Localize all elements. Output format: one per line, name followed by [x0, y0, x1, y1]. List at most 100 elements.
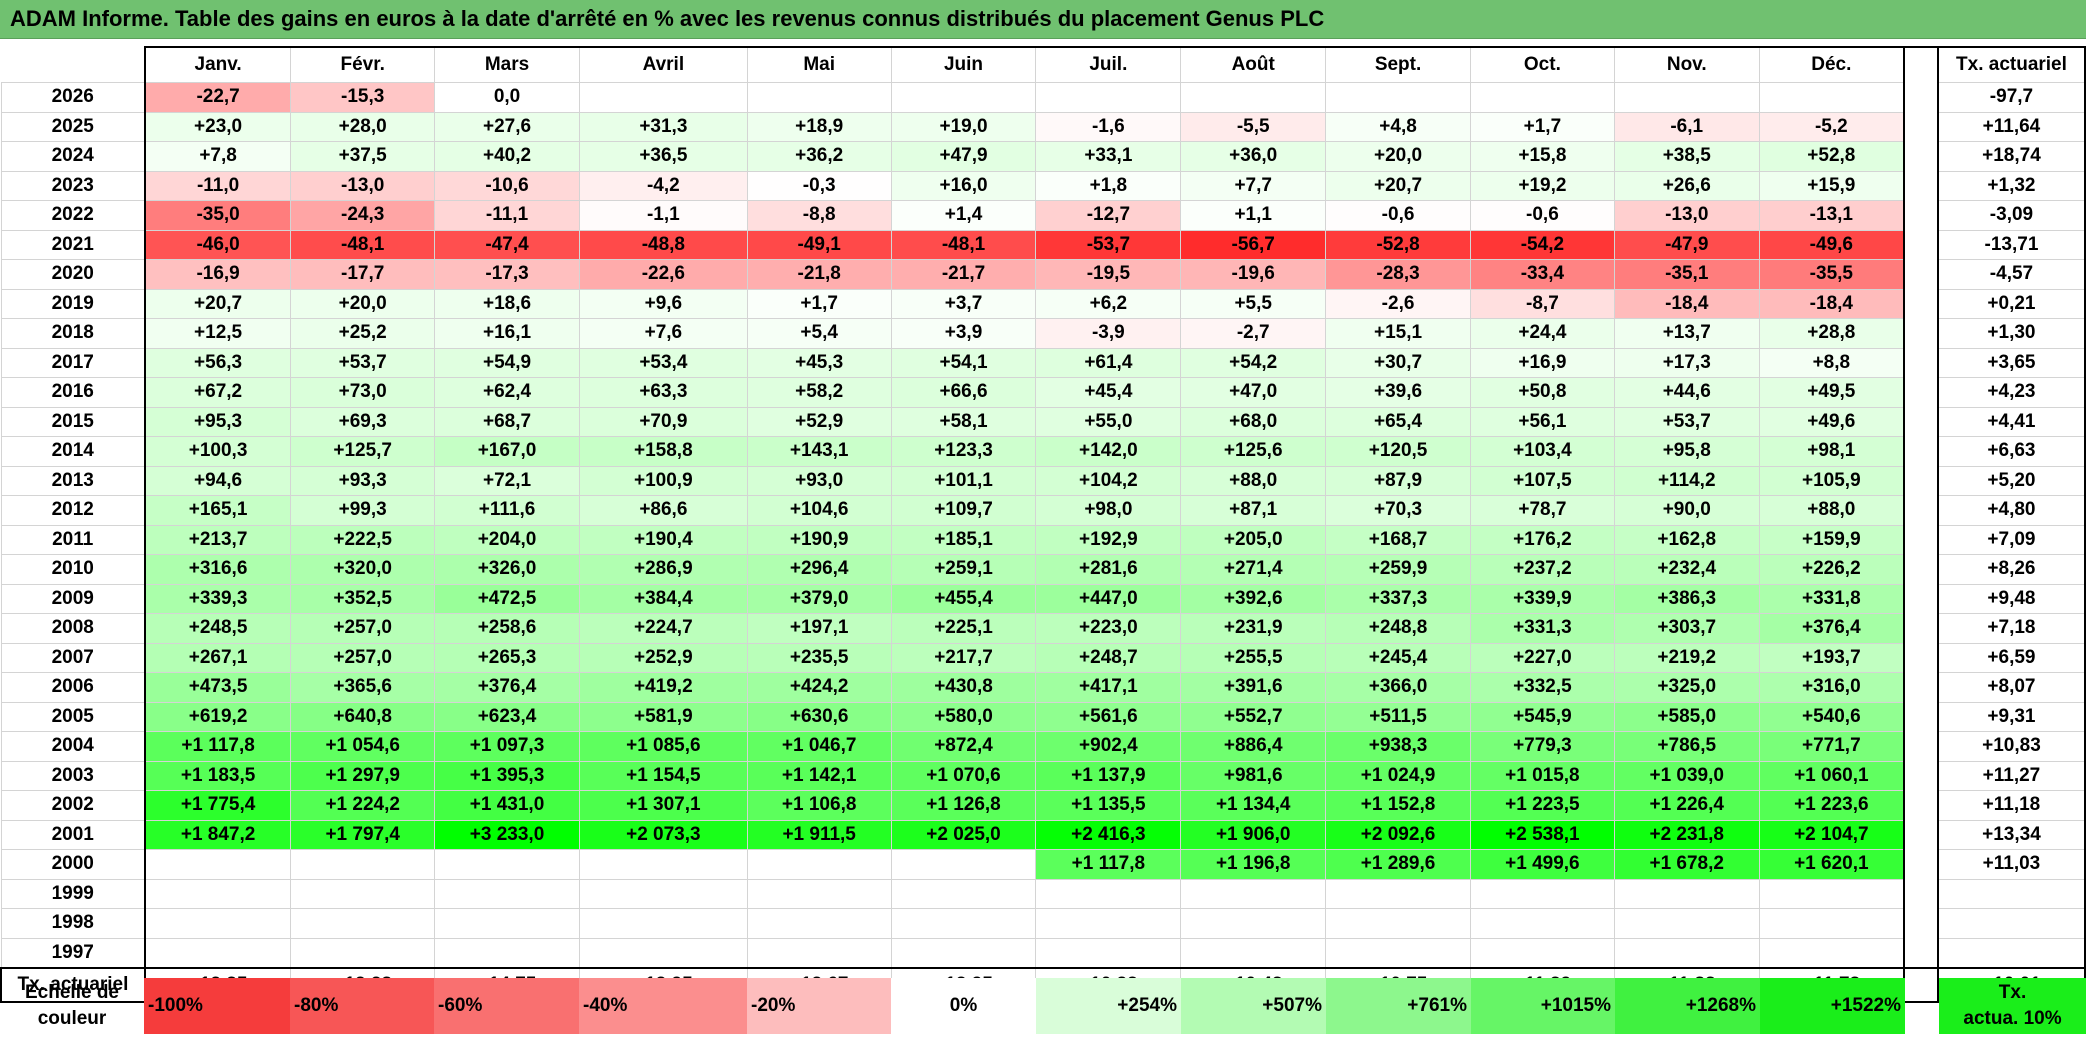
gain-cell: +1 847,2: [143, 819, 292, 850]
gain-cell: +1 223,5: [1469, 790, 1615, 821]
gain-cell: +2 092,6: [1325, 819, 1471, 850]
column-gap: [1904, 112, 1938, 142]
gain-cell: +4,8: [1325, 111, 1471, 142]
gain-cell: -5,2: [1758, 111, 1905, 142]
gain-cell: +62,4: [434, 377, 580, 408]
column-gap: [1904, 466, 1938, 496]
gain-cell: +455,4: [890, 583, 1037, 614]
gain-cell: +258,6: [434, 613, 580, 644]
table-row: 1999: [0, 878, 2086, 909]
gain-cell: [890, 937, 1037, 969]
rate-cell: +3,65: [1936, 347, 2086, 378]
gain-cell: +339,3: [143, 583, 292, 614]
gain-cell: +1 134,4: [1180, 790, 1327, 821]
scale-swatch: +507%: [1181, 978, 1326, 1034]
gain-cell: +87,9: [1325, 465, 1471, 496]
gain-cell: +771,7: [1758, 731, 1905, 762]
gain-cell: [1613, 937, 1760, 969]
table-row: 2010 +316,6 +320,0 +326,0 +286,9 +296,4 +259,1…: [0, 554, 2086, 585]
column-gap: [1904, 200, 1938, 230]
gain-cell: [290, 849, 436, 880]
gain-cell: [578, 908, 748, 939]
gain-cell: +3,9: [890, 318, 1037, 349]
table-row: 2011 +213,7 +222,5 +204,0 +190,4 +190,9 +185,1…: [0, 524, 2086, 555]
gain-cell: +120,5: [1325, 436, 1471, 467]
table-row: 2020 -16,9 -17,7 -17,3 -22,6 -21,8 -21,7 -19,5-…: [0, 259, 2086, 290]
gain-cell: [746, 878, 892, 909]
gain-cell: -1,1: [578, 200, 748, 231]
rate-cell: +6,59: [1936, 642, 2086, 673]
gain-cell: [1035, 937, 1182, 969]
gain-cell: +24,4: [1469, 318, 1615, 349]
gain-cell: -15,3: [290, 82, 436, 113]
column-gap: [1904, 908, 1938, 938]
table-row: 2001 +1 847,2 +1 797,4 +3 233,0 +2 073,3 +1 9…: [0, 819, 2086, 850]
gain-cell: +1 226,4: [1613, 790, 1760, 821]
color-scale-label-line2: couleur: [37, 1008, 107, 1029]
rate-cell: -3,09: [1936, 200, 2086, 231]
column-gap: [1904, 46, 1938, 83]
gain-cell: +6,2: [1035, 288, 1182, 319]
gain-cell: +88,0: [1758, 495, 1905, 526]
column-gap: [1904, 584, 1938, 614]
gain-cell: +640,8: [290, 701, 436, 732]
gain-cell: +66,6: [890, 377, 1037, 408]
gain-cell: +1 183,5: [143, 760, 292, 791]
gain-cell: +259,9: [1325, 554, 1471, 585]
gain-cell: +337,3: [1325, 583, 1471, 614]
gain-cell: +225,1: [890, 613, 1037, 644]
rate-cell: +4,41: [1936, 406, 2086, 437]
gain-cell: +36,2: [746, 141, 892, 172]
year-cell: 2001: [0, 819, 146, 850]
gain-cell: [1180, 908, 1327, 939]
gain-cell: +100,3: [143, 436, 292, 467]
gain-cell: -16,9: [143, 259, 292, 290]
gain-cell: -49,1: [746, 229, 892, 260]
gain-cell: [1035, 908, 1182, 939]
column-gap: [1904, 967, 1938, 1003]
year-cell: 2021: [0, 229, 146, 260]
column-gap: [1904, 731, 1938, 761]
gain-cell: +1 106,8: [746, 790, 892, 821]
gain-cell: +1 024,9: [1325, 760, 1471, 791]
gain-cell: +68,7: [434, 406, 580, 437]
gain-cell: +245,4: [1325, 642, 1471, 673]
color-scale-row: Echelle de couleur -100% -80% -60% -40% …: [0, 978, 2086, 1034]
rate-cell: +5,20: [1936, 465, 2086, 496]
month-header: Févr.: [290, 46, 436, 83]
year-cell: 2022: [0, 200, 146, 231]
gain-cell: +50,8: [1469, 377, 1615, 408]
gain-cell: +430,8: [890, 672, 1037, 703]
gain-cell: [143, 878, 292, 909]
table-row: 2023 -11,0 -13,0 -10,6 -4,2 -0,3 +16,0 +1,8 +7,7…: [0, 170, 2086, 201]
gain-cell: +257,0: [290, 642, 436, 673]
gain-cell: [1035, 82, 1182, 113]
gain-cell: +366,0: [1325, 672, 1471, 703]
gain-cell: +53,7: [290, 347, 436, 378]
gain-cell: +379,0: [746, 583, 892, 614]
gain-cell: [434, 908, 580, 939]
month-header: Mai: [746, 46, 892, 83]
gain-cell: [434, 878, 580, 909]
gain-cell: [890, 849, 1037, 880]
rate-cell: +11,18: [1936, 790, 2086, 821]
gain-cell: +1 678,2: [1613, 849, 1760, 880]
gain-cell: +786,5: [1613, 731, 1760, 762]
gain-cell: +25,2: [290, 318, 436, 349]
gain-cell: +2 025,0: [890, 819, 1037, 850]
gain-cell: [1758, 878, 1905, 909]
table-row: 2002 +1 775,4 +1 224,2 +1 431,0 +1 307,1 +1 1…: [0, 790, 2086, 821]
column-gap: [1904, 761, 1938, 791]
gain-cell: +1 142,1: [746, 760, 892, 791]
column-gap: [1904, 171, 1938, 201]
gain-cell: +1 797,4: [290, 819, 436, 850]
scale-gap: [1905, 978, 1939, 1034]
scale-swatch: +1522%: [1760, 978, 1905, 1034]
gain-cell: +540,6: [1758, 701, 1905, 732]
gain-cell: [1180, 82, 1327, 113]
gain-cell: +1 224,2: [290, 790, 436, 821]
scale-rate-swatch: Tx. actua. 10%: [1939, 978, 2086, 1034]
gain-cell: [290, 937, 436, 969]
gain-cell: +190,9: [746, 524, 892, 555]
gain-cell: +326,0: [434, 554, 580, 585]
